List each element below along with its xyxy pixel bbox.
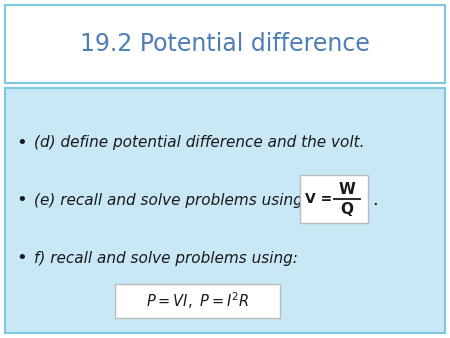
FancyBboxPatch shape — [115, 284, 280, 318]
Text: $\mathit{P = VI, \ P = I^2R}$: $\mathit{P = VI, \ P = I^2R}$ — [146, 291, 249, 311]
FancyBboxPatch shape — [300, 175, 368, 223]
Text: Q: Q — [341, 202, 354, 217]
Text: •: • — [17, 134, 27, 152]
Text: f) recall and solve problems using:: f) recall and solve problems using: — [34, 250, 298, 266]
Text: •: • — [17, 191, 27, 209]
Text: •: • — [17, 249, 27, 267]
Text: W: W — [338, 182, 356, 196]
FancyBboxPatch shape — [5, 88, 445, 333]
Text: V =: V = — [305, 192, 332, 206]
Text: .: . — [372, 191, 378, 209]
FancyBboxPatch shape — [5, 5, 445, 83]
Text: 19.2 Potential difference: 19.2 Potential difference — [80, 32, 370, 56]
Text: (d) define potential difference and the volt.: (d) define potential difference and the … — [34, 136, 365, 150]
Text: (e) recall and solve problems using:: (e) recall and solve problems using: — [34, 193, 308, 208]
